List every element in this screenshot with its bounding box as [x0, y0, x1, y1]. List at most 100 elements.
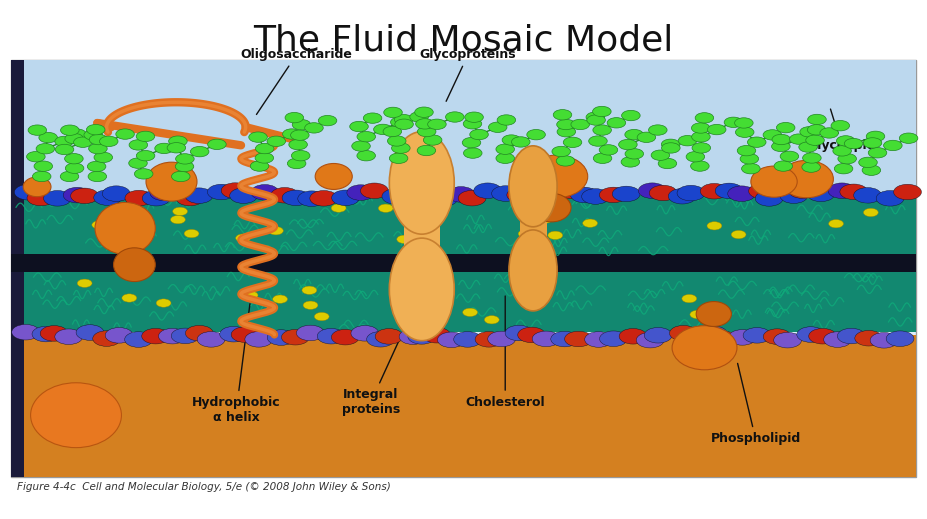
Circle shape	[858, 157, 877, 168]
Circle shape	[430, 190, 458, 206]
Circle shape	[774, 161, 793, 171]
Circle shape	[399, 189, 426, 204]
Circle shape	[621, 157, 640, 167]
Circle shape	[250, 161, 269, 171]
Circle shape	[289, 140, 308, 150]
Circle shape	[417, 126, 436, 136]
Circle shape	[397, 235, 412, 243]
Circle shape	[690, 310, 705, 319]
Circle shape	[88, 171, 107, 182]
Circle shape	[593, 125, 612, 135]
Circle shape	[496, 153, 514, 163]
Circle shape	[92, 221, 107, 229]
Circle shape	[587, 115, 605, 125]
Circle shape	[423, 327, 451, 343]
Circle shape	[781, 151, 799, 161]
Circle shape	[570, 187, 598, 203]
Circle shape	[438, 332, 465, 348]
Circle shape	[374, 124, 392, 134]
Circle shape	[747, 137, 766, 147]
Circle shape	[840, 184, 868, 200]
Ellipse shape	[113, 248, 155, 281]
Circle shape	[772, 134, 791, 145]
Circle shape	[142, 329, 170, 344]
Circle shape	[731, 230, 746, 239]
Circle shape	[68, 129, 86, 140]
Circle shape	[737, 145, 756, 156]
Circle shape	[349, 121, 368, 132]
Circle shape	[836, 135, 855, 146]
Circle shape	[87, 161, 106, 172]
Circle shape	[375, 329, 403, 344]
Circle shape	[400, 329, 427, 345]
Circle shape	[378, 204, 393, 212]
Circle shape	[474, 183, 502, 198]
Ellipse shape	[509, 230, 557, 311]
Circle shape	[600, 331, 628, 347]
Circle shape	[389, 153, 408, 163]
Circle shape	[531, 213, 546, 221]
Circle shape	[136, 131, 155, 142]
Circle shape	[517, 327, 545, 343]
Circle shape	[707, 222, 722, 230]
Text: Cholesterol: Cholesterol	[465, 296, 545, 409]
Circle shape	[662, 143, 680, 153]
Circle shape	[505, 325, 533, 341]
Circle shape	[197, 332, 225, 347]
Text: Glycolipid: Glycolipid	[807, 109, 876, 152]
Circle shape	[40, 325, 68, 341]
Bar	[11, 335, 916, 477]
Circle shape	[649, 125, 667, 135]
Circle shape	[269, 227, 284, 235]
Text: Hydrophobic
α helix: Hydrophobic α helix	[192, 304, 281, 424]
Circle shape	[838, 154, 857, 164]
Circle shape	[557, 119, 576, 130]
Circle shape	[318, 115, 337, 126]
Circle shape	[410, 112, 428, 122]
Circle shape	[357, 151, 375, 161]
Circle shape	[310, 190, 337, 206]
Circle shape	[855, 331, 883, 346]
Circle shape	[415, 191, 443, 207]
Circle shape	[251, 185, 279, 200]
Circle shape	[27, 152, 45, 162]
Circle shape	[557, 183, 585, 199]
Circle shape	[876, 190, 904, 206]
Circle shape	[692, 123, 710, 133]
Circle shape	[297, 325, 324, 341]
Circle shape	[291, 151, 310, 161]
Circle shape	[63, 187, 91, 203]
Circle shape	[585, 332, 613, 347]
Circle shape	[789, 183, 817, 198]
Circle shape	[497, 115, 515, 125]
Circle shape	[496, 144, 514, 154]
Circle shape	[527, 129, 545, 140]
Circle shape	[126, 208, 141, 216]
Circle shape	[894, 184, 921, 200]
Circle shape	[488, 331, 515, 347]
Circle shape	[415, 119, 434, 129]
Circle shape	[453, 332, 481, 347]
Circle shape	[464, 148, 482, 158]
Circle shape	[526, 186, 553, 202]
Circle shape	[169, 136, 187, 146]
Circle shape	[424, 135, 442, 145]
Circle shape	[176, 190, 204, 206]
Circle shape	[807, 186, 835, 201]
Circle shape	[686, 152, 705, 162]
Circle shape	[763, 130, 781, 140]
Circle shape	[142, 190, 170, 206]
Circle shape	[802, 162, 820, 172]
Ellipse shape	[509, 146, 557, 227]
Circle shape	[679, 135, 697, 146]
Circle shape	[190, 146, 209, 157]
Bar	[11, 254, 916, 272]
Circle shape	[756, 190, 783, 206]
Circle shape	[65, 133, 83, 144]
Circle shape	[129, 140, 147, 150]
Circle shape	[382, 188, 410, 204]
Circle shape	[125, 190, 153, 206]
Circle shape	[790, 134, 808, 144]
Circle shape	[302, 286, 317, 294]
Circle shape	[331, 330, 359, 345]
